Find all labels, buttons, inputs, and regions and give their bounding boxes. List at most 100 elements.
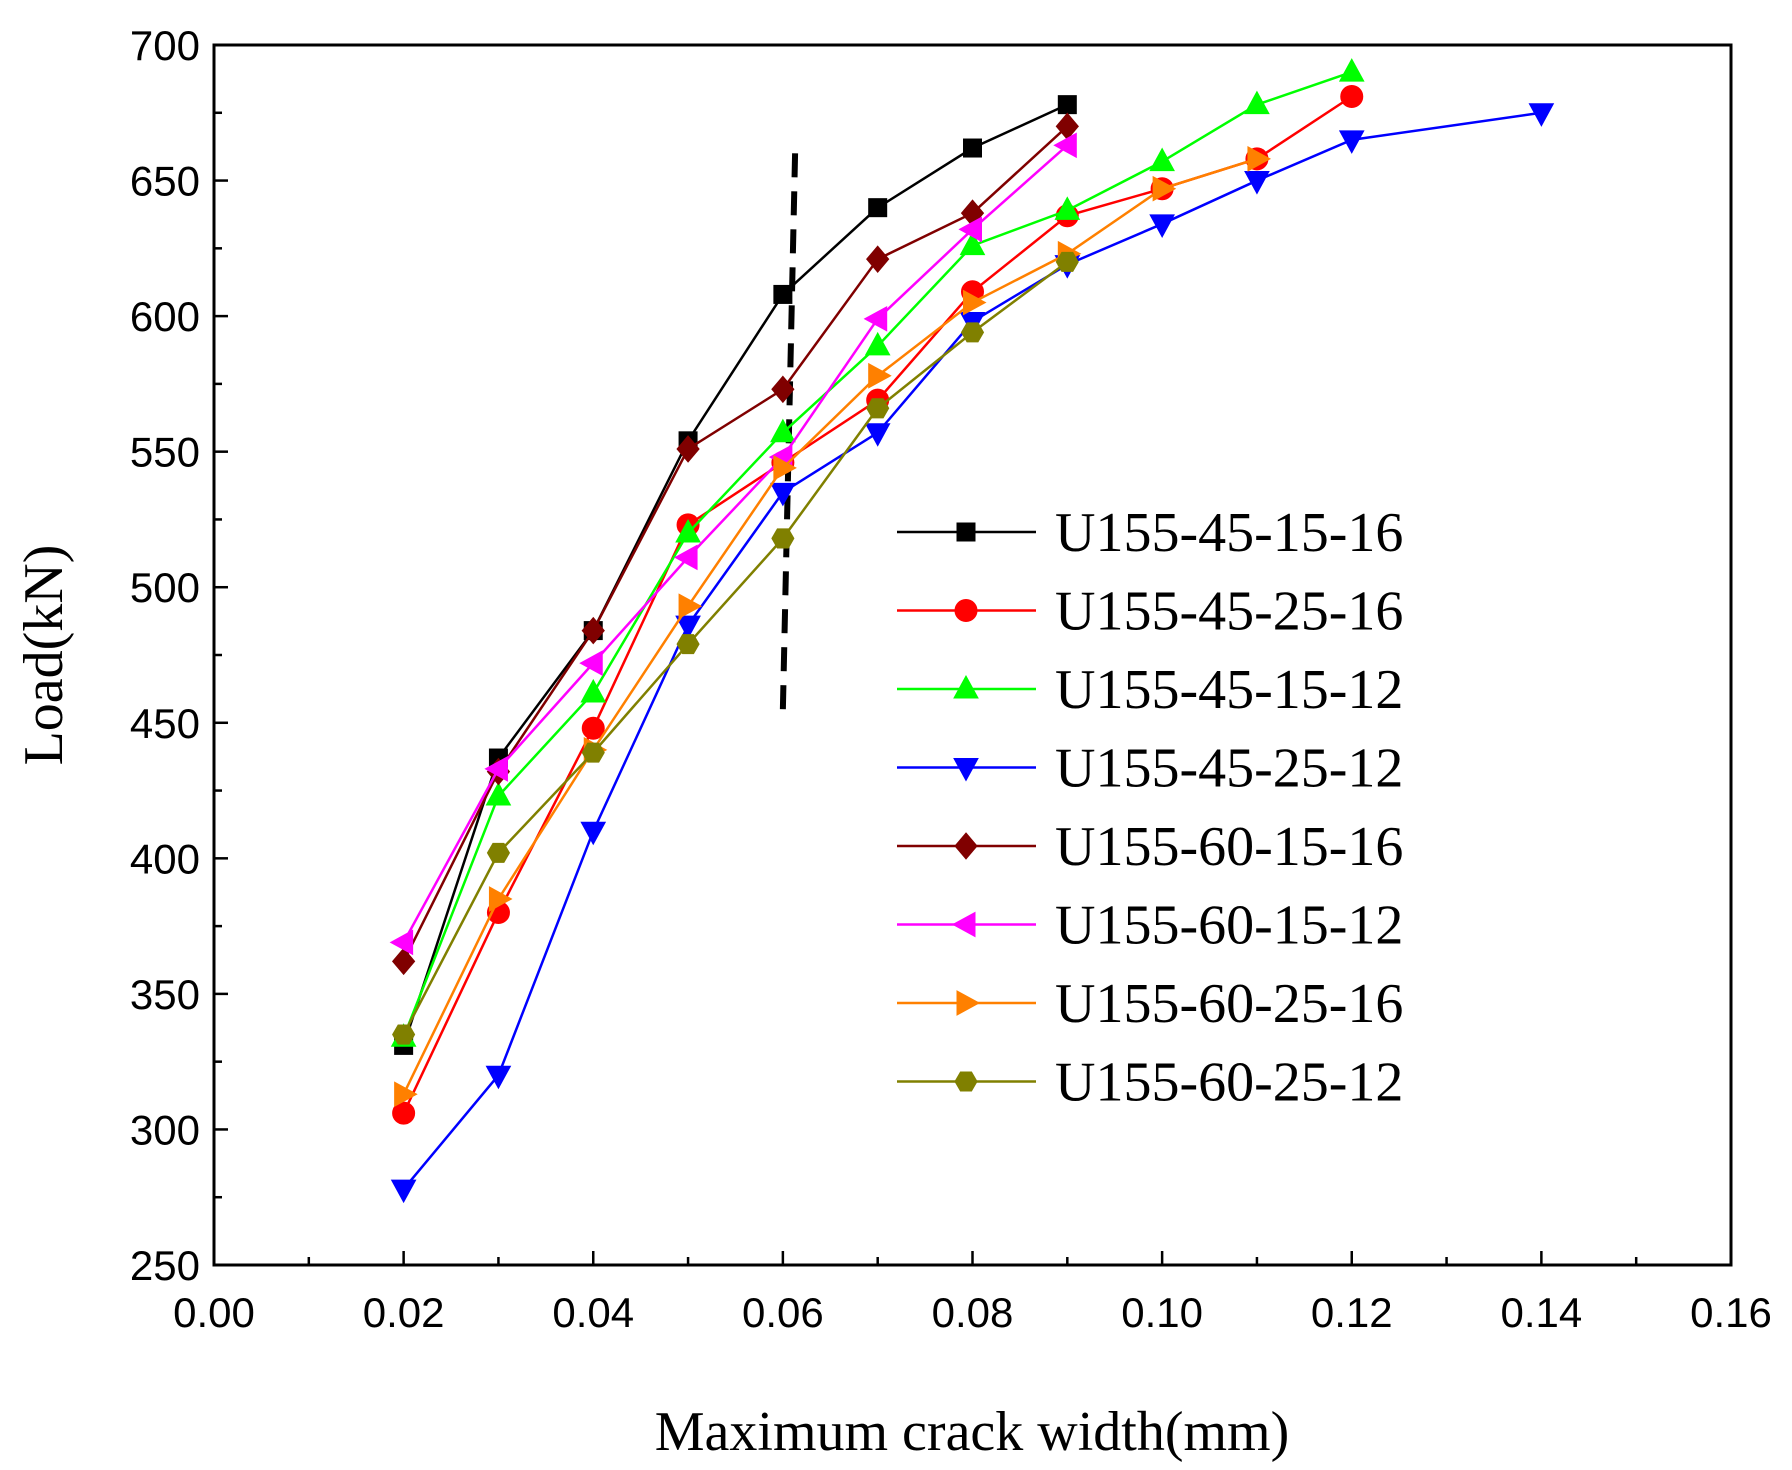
data-point [868,198,888,218]
data-point [868,362,892,389]
series-line [402,144,1069,943]
data-point [1338,58,1365,82]
data-point [1149,214,1175,238]
y-tick-label: 550 [130,429,200,476]
data-point [484,756,508,782]
data-point [773,455,797,481]
data-point [864,331,891,356]
legend-label: U155-60-15-12 [1055,895,1403,957]
legend-label: U155-45-25-16 [1055,581,1403,643]
data-point [771,375,795,404]
data-point [488,886,513,912]
data-point [390,1179,417,1204]
data-point [866,398,890,419]
data-point [1149,147,1175,172]
legend-label: U155-45-15-12 [1055,659,1403,721]
legend-item: U155-60-15-12 [897,895,1403,957]
data-point [959,231,986,256]
data-point [391,947,416,976]
data-point [678,593,703,620]
y-tick-label: 400 [130,835,200,882]
legend-item: U155-45-15-12 [897,659,1403,721]
legend-marker [954,832,978,860]
x-tick-label: 0.00 [173,1289,255,1336]
y-axis-title: Load(kN) [13,545,75,766]
data-point [1055,251,1079,272]
legend-item: U155-60-25-16 [897,973,1403,1035]
data-point [486,842,511,863]
legend-marker [953,758,979,782]
legend-label: U155-45-25-12 [1055,738,1403,800]
legend-item: U155-45-25-16 [897,581,1403,643]
legend-marker [956,990,981,1016]
y-tick-label: 300 [130,1106,200,1153]
data-point [1338,130,1365,154]
data-point [1054,196,1081,220]
data-point [579,650,603,676]
legend-marker [954,1071,978,1092]
series-line [402,125,1069,962]
series-line [402,260,1069,1036]
data-point [392,1024,416,1045]
data-point [1247,146,1271,172]
legend-item: U155-45-25-12 [897,738,1403,800]
data-point [960,322,985,343]
data-point [963,289,987,316]
x-axis-title: Maximum crack width(mm) [655,1401,1290,1463]
legend-marker [954,599,978,622]
x-tick-label: 0.12 [1311,1289,1393,1336]
data-point [675,518,701,543]
y-tick-label: 450 [130,700,200,747]
series-line [402,111,1542,1190]
series-layer [389,58,1555,1204]
y-tick-label: 650 [130,158,200,205]
data-point [864,423,891,447]
data-point [1244,171,1270,195]
legend-label: U155-60-25-12 [1055,1052,1403,1114]
x-tick-label: 0.08 [932,1289,1014,1336]
data-point [676,634,700,655]
data-point [389,929,414,956]
series-U155-60-25-12 [392,251,1079,1045]
data-point [674,544,698,571]
series-U155-45-15-12 [390,58,1365,1047]
data-point [485,781,512,806]
data-point [580,821,607,846]
data-point [1244,90,1270,115]
y-tick-label: 500 [130,564,200,611]
data-point [770,482,796,507]
data-point [771,528,795,549]
series-line [402,103,1068,1046]
data-point [866,245,890,273]
data-point [676,435,700,463]
legend-marker [953,674,979,699]
legend-marker [956,522,976,542]
y-tick-label: 350 [130,971,200,1018]
x-tick-label: 0.04 [552,1289,634,1336]
data-point [1053,132,1077,159]
x-tick-label: 0.06 [742,1289,824,1336]
y-tick-label: 700 [130,22,200,69]
data-point [581,616,605,645]
data-point [394,1081,418,1108]
axis-ticks: 0.00 0.02 0.04 0.06 0.08 0.10 0.12 0.14 0.16 250 3… [130,22,1772,1336]
legend-item: U155-60-15-16 [897,816,1403,878]
data-point [773,284,793,304]
legend-label: U155-60-15-16 [1055,816,1403,878]
legend-label: U155-45-15-16 [1055,502,1403,564]
data-point [1528,103,1555,127]
data-point [1340,85,1364,109]
x-tick-label: 0.14 [1501,1289,1583,1336]
data-point [392,1101,416,1125]
data-point [581,716,605,740]
x-tick-label: 0.16 [1690,1289,1772,1336]
series-line [402,157,1258,1095]
data-point [863,305,888,332]
legend-item: U155-45-15-16 [897,502,1403,564]
x-tick-label: 0.02 [363,1289,445,1336]
data-point [770,418,796,443]
data-point [485,1065,512,1090]
data-point [1057,95,1077,115]
